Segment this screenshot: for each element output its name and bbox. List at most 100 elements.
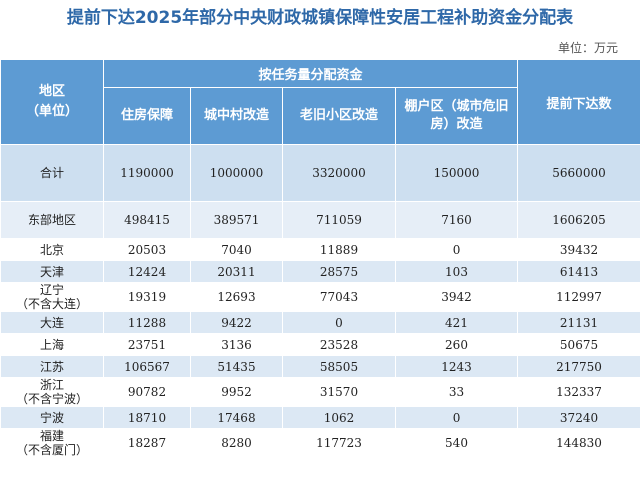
page-title: 提前下达2025年部分中央财政城镇保障性安居工程补助资金分配表 — [66, 8, 574, 28]
urban-village-value: 20311 — [190, 260, 283, 283]
advance-header: 提前下达数 — [517, 59, 640, 145]
housing-guarantee-value: 90782 — [103, 377, 191, 407]
region-name-line: 北京 — [39, 242, 64, 257]
table-row: 东部地区 498415 389571 711059 7160 1606205 — [0, 201, 640, 239]
table-row: 宁波 18710 17468 1062 0 37240 — [0, 406, 640, 429]
table-row: 合计 1190000 1000000 3320000 150000 5660000 — [0, 144, 640, 202]
shantytown-value: 421 — [394, 311, 519, 334]
urban-village-value: 389571 — [190, 201, 283, 239]
region-name: 天津 — [0, 260, 104, 283]
table-row: 江苏 106567 51435 58505 1243 217750 — [0, 355, 640, 378]
old-community-value: 58505 — [282, 355, 396, 378]
advance-value: 5660000 — [517, 144, 640, 202]
table-row: 浙江 （不含宁波） 90782 9952 31570 33 132337 — [0, 377, 640, 407]
advance-value: 61413 — [517, 260, 640, 283]
shantytown-value: 540 — [394, 428, 519, 458]
old-community-value: 3320000 — [282, 144, 396, 202]
old-community-value: 31570 — [282, 377, 396, 407]
region-header: 地区 （单位） — [0, 59, 104, 145]
urban-village-value: 8280 — [190, 428, 283, 458]
unit-label: 单位：万元 — [557, 41, 618, 55]
advance-value: 1606205 — [517, 201, 640, 239]
advance-value: 21131 — [517, 311, 640, 334]
shantytown-value: 7160 — [394, 201, 519, 239]
advance-value: 37240 — [517, 406, 640, 429]
table-body: 合计 1190000 1000000 3320000 150000 5660000 东部地区… — [0, 144, 640, 458]
advance-value: 144830 — [517, 428, 640, 458]
region-name: 大连 — [0, 311, 104, 334]
region-name-line: （不含厦门） — [15, 443, 88, 457]
shantytown-value: 103 — [394, 260, 519, 283]
housing-guarantee-header: 住房保障 — [103, 87, 191, 145]
region-name-line: 东部地区 — [27, 213, 76, 227]
old-community-value: 28575 — [282, 260, 396, 283]
table-row: 大连 11288 9422 0 421 21131 — [0, 311, 640, 334]
advance-value: 112997 — [517, 282, 640, 312]
region-name: 上海 — [0, 333, 104, 356]
group-header: 按任务量分配资金 — [102, 59, 519, 88]
housing-guarantee-value: 18287 — [103, 428, 191, 458]
housing-guarantee-value: 12424 — [103, 260, 191, 283]
region-header-line2: （单位） — [25, 104, 78, 119]
region-name-line: 江苏 — [39, 359, 64, 374]
shantytown-value: 0 — [394, 238, 519, 261]
urban-village-header: 城中村改造 — [190, 87, 283, 145]
housing-guarantee-value: 19319 — [103, 282, 191, 312]
region-name-line: （不含宁波） — [15, 392, 88, 406]
shantytown-value: 1243 — [394, 355, 519, 378]
advance-value: 39432 — [517, 238, 640, 261]
old-community-value: 1062 — [282, 406, 396, 429]
region-header-line1: 地区 — [38, 84, 65, 99]
old-community-value: 23528 — [282, 333, 396, 356]
region-name-line: 上海 — [39, 337, 64, 352]
region-name-line: 天津 — [39, 264, 64, 279]
advance-value: 132337 — [517, 377, 640, 407]
region-name-line: 辽宁 — [39, 283, 64, 298]
table-row: 北京 20503 7040 11889 0 39432 — [0, 238, 640, 261]
old-community-value: 0 — [282, 311, 396, 334]
old-community-header: 老旧小区改造 — [282, 87, 396, 145]
old-community-value: 117723 — [282, 428, 396, 458]
housing-guarantee-value: 23751 — [103, 333, 191, 356]
region-name: 浙江 （不含宁波） — [0, 377, 104, 407]
housing-guarantee-value: 106567 — [103, 355, 191, 378]
urban-village-value: 3136 — [190, 333, 283, 356]
region-name: 北京 — [0, 238, 104, 261]
shantytown-value: 150000 — [394, 144, 519, 202]
table-row: 辽宁 （不含大连） 19319 12693 77043 3942 112997 — [0, 282, 640, 312]
housing-guarantee-value: 20503 — [103, 238, 191, 261]
region-name: 辽宁 （不含大连） — [0, 282, 104, 312]
shantytown-header-line2: 房）改造 — [430, 117, 483, 132]
old-community-value: 711059 — [282, 201, 396, 239]
shantytown-header-line1: 棚户区（城市危旧 — [404, 99, 509, 114]
region-name: 东部地区 — [0, 201, 104, 239]
shantytown-header: 棚户区（城市危旧 房）改造 — [394, 87, 519, 145]
housing-guarantee-value: 11288 — [103, 311, 191, 334]
urban-village-value: 9422 — [190, 311, 283, 334]
urban-village-value: 7040 — [190, 238, 283, 261]
shantytown-value: 33 — [394, 377, 519, 407]
housing-guarantee-value: 18710 — [103, 406, 191, 429]
table-row: 天津 12424 20311 28575 103 61413 — [0, 260, 640, 283]
urban-village-value: 17468 — [190, 406, 283, 429]
region-name-line: 福建 — [39, 429, 64, 444]
housing-guarantee-value: 498415 — [103, 201, 191, 239]
table-row: 上海 23751 3136 23528 260 50675 — [0, 333, 640, 356]
urban-village-value: 51435 — [190, 355, 283, 378]
region-name: 宁波 — [0, 406, 104, 429]
table-header: 地区 （单位） 按任务量分配资金 提前下达数 住房保障 城中村改造 老旧小区改造… — [0, 59, 640, 145]
urban-village-value: 12693 — [190, 282, 283, 312]
region-name: 合计 — [0, 144, 104, 202]
region-name-line: 宁波 — [39, 410, 64, 425]
housing-guarantee-value: 1190000 — [103, 144, 191, 202]
shantytown-value: 260 — [394, 333, 519, 356]
shantytown-value: 0 — [394, 406, 519, 429]
advance-value: 217750 — [517, 355, 640, 378]
region-name-line: 大连 — [39, 315, 64, 330]
region-name-line: 浙江 — [39, 378, 64, 393]
advance-value: 50675 — [517, 333, 640, 356]
region-name-line: 合计 — [39, 166, 64, 180]
region-name: 江苏 — [0, 355, 104, 378]
region-name-line: （不含大连） — [15, 297, 88, 311]
shantytown-value: 3942 — [394, 282, 519, 312]
